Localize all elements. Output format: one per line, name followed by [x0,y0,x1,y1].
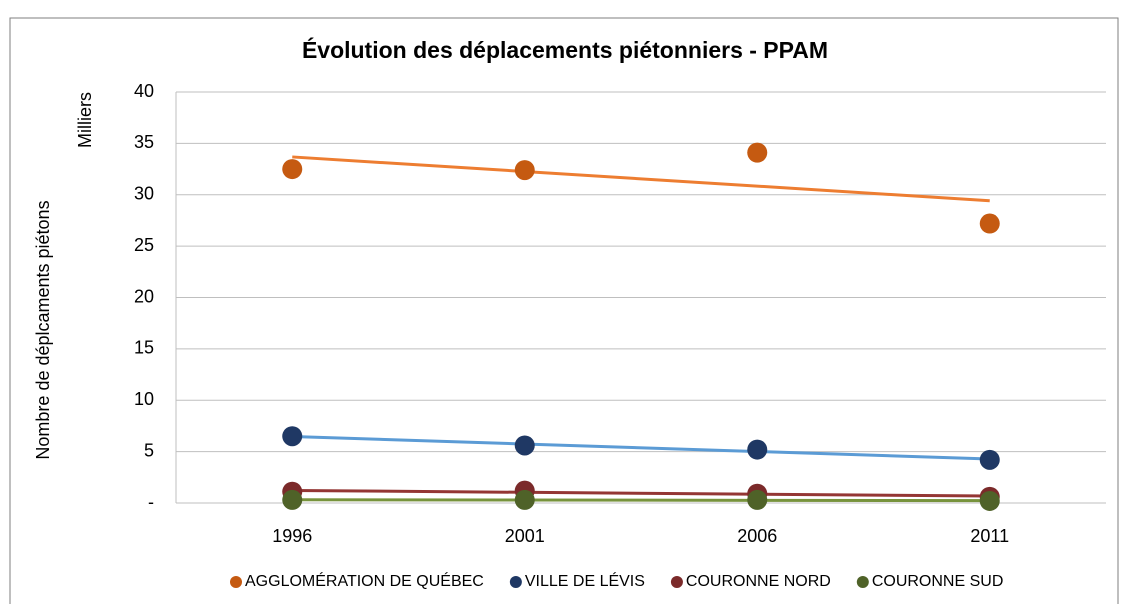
data-point [514,489,535,510]
data-point [979,213,1000,234]
x-tick-label: 2011 [970,526,1009,546]
data-point [282,159,303,180]
y-tick-label: 25 [134,235,154,255]
x-tick-label: 2001 [505,526,545,546]
y-tick-label: 30 [134,184,154,204]
legend-label: COURONNE NORD [686,573,831,590]
legend-label: VILLE DE LÉVIS [525,571,645,590]
y-tick-label: 20 [134,286,154,306]
data-point [747,142,768,163]
x-tick-label: 2006 [737,526,777,546]
data-point [747,439,768,460]
chart-title: Évolution des déplacements piétonniers -… [302,36,828,63]
y-tick-label: 5 [144,440,154,460]
legend-marker [670,576,683,588]
x-tick-label: 1996 [272,526,312,546]
legend-marker [230,576,242,588]
data-point [747,489,768,510]
data-point [979,449,1000,470]
trend-line [292,488,990,498]
data-point [514,435,535,456]
data-point [514,160,535,181]
data-point [282,489,303,510]
legend-label: AGGLOMÉRATION DE QUÉBEC [245,571,484,590]
y-units-label: Milliers [75,92,95,148]
y-tick-label: - [148,492,154,512]
trend-line [292,498,990,503]
y-tick-label: 40 [134,81,154,101]
trend-line [292,435,990,461]
data-point [282,426,303,447]
y-tick-label: 10 [134,389,154,409]
legend-label: COURONNE SUD [872,573,1004,590]
legend-marker [509,576,522,588]
y-tick-label: 15 [134,338,154,358]
legend-marker [856,576,869,588]
y-tick-label: 35 [134,132,154,152]
trend-line [292,155,990,203]
chart-frame [9,17,1119,604]
y-axis-label: Nombre de déplcaments piétons [33,200,53,459]
data-point [979,490,1000,511]
